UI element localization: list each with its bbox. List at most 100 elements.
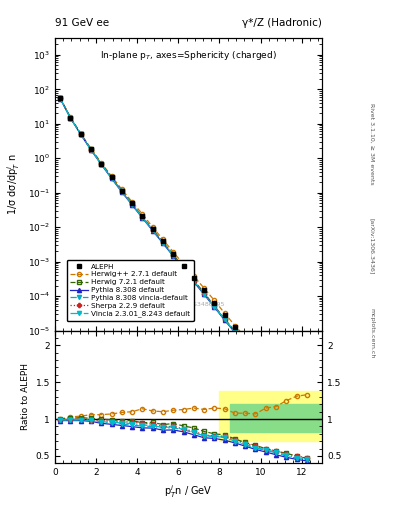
- Vincia 2.3.01_8.243 default: [274, 378, 278, 385]
- Pythia 8.308 vincia-default: [274, 379, 278, 385]
- Herwig++ 2.7.1 default: [284, 378, 288, 384]
- Text: mcplots.cern.ch: mcplots.cern.ch: [369, 308, 374, 358]
- Sherpa 2.2.9 default: [284, 391, 288, 397]
- Vincia 2.3.01_8.243 default: [294, 403, 299, 410]
- ALEPH: [305, 404, 309, 410]
- Pythia 8.308 vincia-default: [305, 416, 309, 422]
- Sherpa 2.2.9 default: [233, 329, 237, 335]
- Herwig 7.2.1 default: [222, 316, 227, 322]
- Vincia 2.3.01_8.243 default: [171, 252, 176, 259]
- Pythia 8.308 default: [274, 379, 278, 386]
- Pythia 8.308 vincia-default: [150, 227, 155, 233]
- Herwig++ 2.7.1 default: [253, 346, 258, 352]
- Pythia 8.308 default: [68, 115, 73, 121]
- ALEPH: [263, 358, 268, 364]
- Herwig 7.2.1 default: [150, 226, 155, 232]
- Herwig++ 2.7.1 default: [233, 323, 237, 329]
- Sherpa 2.2.9 default: [130, 201, 134, 207]
- Herwig 7.2.1 default: [274, 378, 278, 384]
- Vincia 2.3.01_8.243 default: [119, 188, 124, 195]
- Herwig++ 2.7.1 default: [243, 334, 248, 340]
- Herwig++ 2.7.1 default: [89, 145, 94, 152]
- Sherpa 2.2.9 default: [140, 214, 145, 220]
- Pythia 8.308 vincia-default: [119, 188, 124, 195]
- Sherpa 2.2.9 default: [99, 161, 104, 167]
- Pythia 8.308 vincia-default: [253, 354, 258, 360]
- Pythia 8.308 default: [222, 317, 227, 323]
- Vincia 2.3.01_8.243 default: [181, 265, 186, 271]
- ALEPH: [191, 275, 196, 281]
- Herwig 7.2.1 default: [191, 277, 196, 283]
- Sherpa 2.2.9 default: [78, 131, 83, 137]
- ALEPH: [109, 174, 114, 180]
- Pythia 8.308 vincia-default: [181, 265, 186, 271]
- Vincia 2.3.01_8.243 default: [68, 115, 73, 121]
- Sherpa 2.2.9 default: [89, 146, 94, 153]
- Pythia 8.308 vincia-default: [212, 304, 217, 310]
- Herwig 7.2.1 default: [243, 341, 248, 347]
- Herwig++ 2.7.1 default: [294, 389, 299, 395]
- Pythia 8.308 default: [78, 132, 83, 138]
- Herwig++ 2.7.1 default: [78, 131, 83, 137]
- Herwig++ 2.7.1 default: [263, 356, 268, 362]
- Vincia 2.3.01_8.243 default: [212, 304, 217, 310]
- Vincia 2.3.01_8.243 default: [233, 329, 237, 335]
- Sherpa 2.2.9 default: [109, 175, 114, 181]
- Herwig++ 2.7.1 default: [202, 285, 206, 291]
- ALEPH: [68, 115, 73, 121]
- Vincia 2.3.01_8.243 default: [191, 278, 196, 284]
- ALEPH: [150, 226, 155, 232]
- Sherpa 2.2.9 default: [191, 278, 196, 284]
- Pythia 8.308 vincia-default: [294, 404, 299, 410]
- Line: Vincia 2.3.01_8.243 default: Vincia 2.3.01_8.243 default: [58, 96, 309, 421]
- Herwig 7.2.1 default: [212, 303, 217, 309]
- Vincia 2.3.01_8.243 default: [140, 214, 145, 220]
- Vincia 2.3.01_8.243 default: [58, 95, 62, 101]
- Pythia 8.308 vincia-default: [130, 202, 134, 208]
- Sherpa 2.2.9 default: [253, 353, 258, 359]
- Vincia 2.3.01_8.243 default: [78, 131, 83, 137]
- Vincia 2.3.01_8.243 default: [109, 175, 114, 181]
- Text: γ*/Z (Hadronic): γ*/Z (Hadronic): [242, 18, 322, 28]
- Herwig 7.2.1 default: [233, 328, 237, 334]
- ALEPH: [274, 370, 278, 376]
- Herwig++ 2.7.1 default: [109, 173, 114, 179]
- Pythia 8.308 default: [233, 329, 237, 335]
- ALEPH: [243, 335, 248, 342]
- Sherpa 2.2.9 default: [58, 95, 62, 101]
- Line: Pythia 8.308 vincia-default: Pythia 8.308 vincia-default: [58, 96, 309, 421]
- Pythia 8.308 default: [171, 253, 176, 259]
- Pythia 8.308 default: [202, 291, 206, 297]
- Pythia 8.308 default: [58, 95, 62, 101]
- ALEPH: [233, 324, 237, 330]
- Text: 91 GeV ee: 91 GeV ee: [55, 18, 109, 28]
- Legend: ALEPH, Herwig++ 2.7.1 default, Herwig 7.2.1 default, Pythia 8.308 default, Pythi: ALEPH, Herwig++ 2.7.1 default, Herwig 7.…: [67, 260, 194, 321]
- Line: Herwig++ 2.7.1 default: Herwig++ 2.7.1 default: [58, 96, 309, 405]
- Herwig 7.2.1 default: [78, 131, 83, 137]
- Pythia 8.308 default: [89, 147, 94, 153]
- Pythia 8.308 default: [161, 240, 165, 246]
- Vincia 2.3.01_8.243 default: [130, 201, 134, 207]
- Sherpa 2.2.9 default: [161, 240, 165, 246]
- Text: Rivet 3.1.10, ≥ 3M events: Rivet 3.1.10, ≥ 3M events: [369, 102, 374, 184]
- Herwig++ 2.7.1 default: [130, 199, 134, 205]
- Herwig++ 2.7.1 default: [212, 297, 217, 304]
- Pythia 8.308 vincia-default: [89, 147, 94, 153]
- Pythia 8.308 default: [253, 354, 258, 360]
- Pythia 8.308 vincia-default: [202, 291, 206, 297]
- Sherpa 2.2.9 default: [212, 304, 217, 310]
- ALEPH: [294, 393, 299, 399]
- Pythia 8.308 vincia-default: [68, 115, 73, 121]
- Y-axis label: Ratio to ALEPH: Ratio to ALEPH: [21, 364, 30, 431]
- Sherpa 2.2.9 default: [294, 403, 299, 409]
- Text: ALEPH_1996_S3486095: ALEPH_1996_S3486095: [152, 302, 225, 307]
- Sherpa 2.2.9 default: [171, 252, 176, 259]
- Herwig 7.2.1 default: [140, 214, 145, 220]
- ALEPH: [181, 263, 186, 269]
- Pythia 8.308 vincia-default: [140, 215, 145, 221]
- Sherpa 2.2.9 default: [68, 115, 73, 121]
- Pythia 8.308 vincia-default: [243, 342, 248, 348]
- Pythia 8.308 vincia-default: [171, 252, 176, 259]
- Sherpa 2.2.9 default: [274, 378, 278, 384]
- Y-axis label: 1/σ dσ/dp$^{i}_{T}$ n: 1/σ dσ/dp$^{i}_{T}$ n: [6, 154, 22, 216]
